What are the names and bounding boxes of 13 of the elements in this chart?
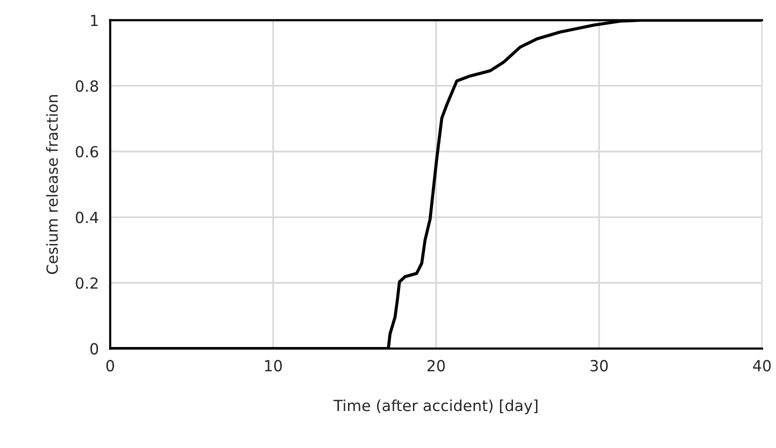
y-tick-label: 1 (91, 14, 98, 26)
y-tick-label: 0.4 (76, 212, 98, 224)
y-tick-label: 0 (90, 343, 98, 355)
y-tick-label: 0.2 (76, 277, 98, 289)
x-axis-title: Time (after accident) [day] (333, 399, 538, 414)
y-tick-label: 0.8 (76, 80, 98, 92)
x-tick-label: 20 (428, 360, 445, 372)
x-tick-label: 30 (590, 360, 608, 372)
x-tick-label: 40 (753, 360, 771, 372)
y-tick-label: 0.6 (76, 146, 98, 158)
x-tick-label: 10 (265, 360, 282, 372)
x-tick-label: 0 (106, 360, 114, 372)
y-axis-title: Cesium release fraction (46, 95, 58, 274)
